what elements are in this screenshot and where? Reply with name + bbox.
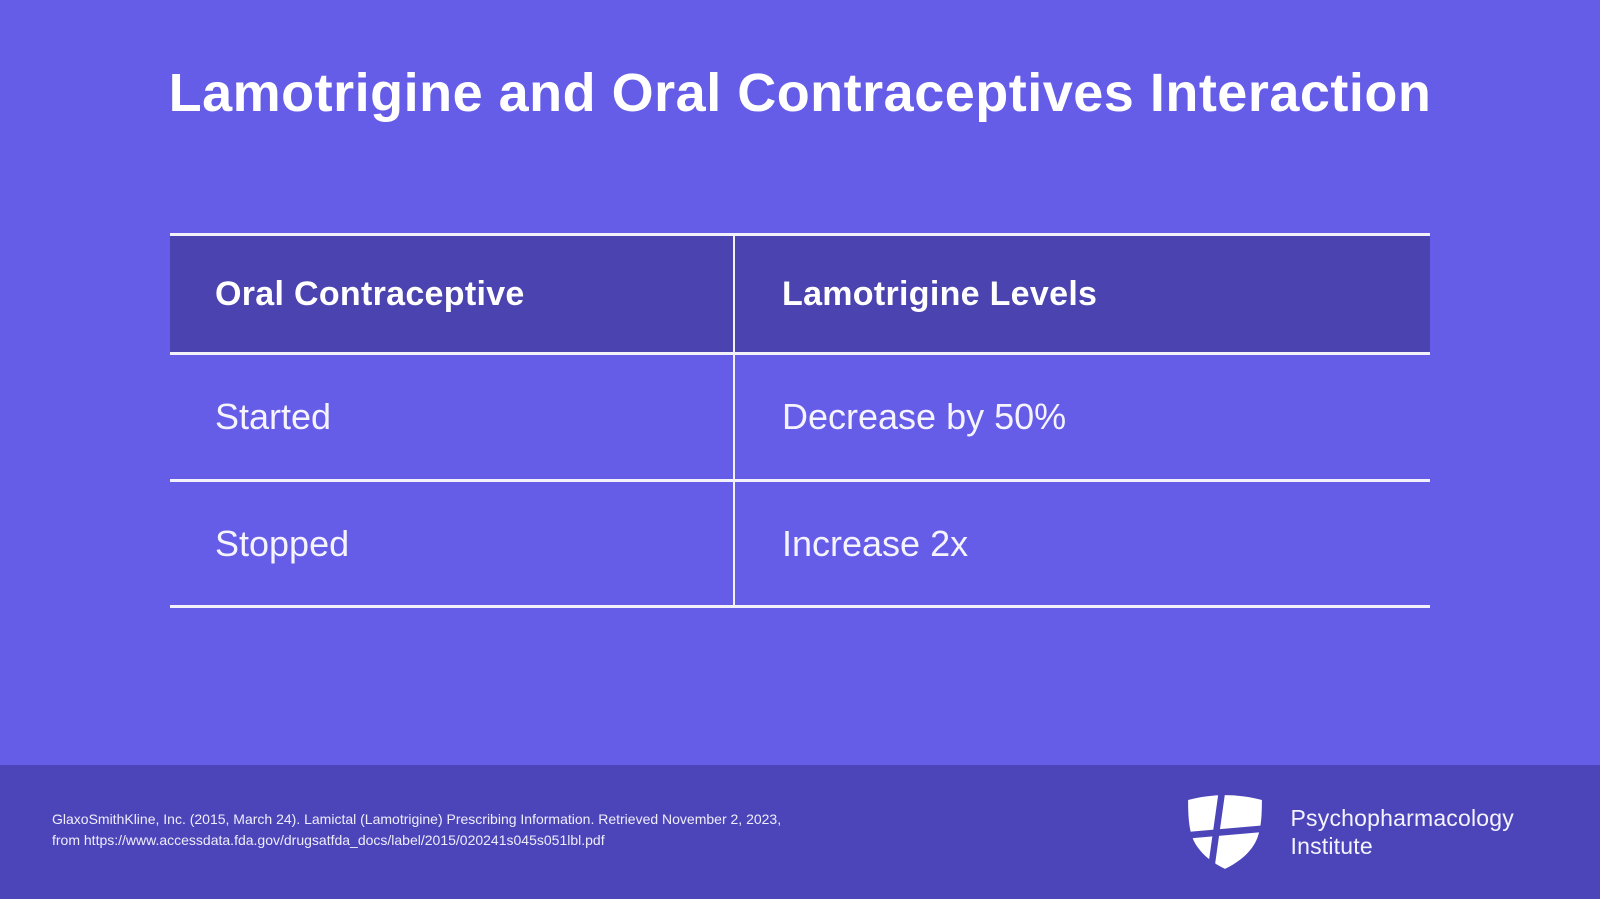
interaction-table: Oral Contraceptive Lamotrigine Levels St… (170, 233, 1430, 608)
table-row: Stopped Increase 2x (170, 482, 1430, 608)
cell-oral-contraceptive-started: Started (170, 355, 735, 479)
citation-line-2: from https://www.accessdata.fda.gov/drug… (52, 832, 605, 848)
shield-cross-icon (1183, 794, 1266, 870)
citation-line-1: GlaxoSmithKline, Inc. (2015, March 24). … (52, 811, 782, 827)
table-row: Started Decrease by 50% (170, 355, 1430, 482)
citation-text: GlaxoSmithKline, Inc. (2015, March 24). … (52, 809, 781, 851)
cell-oral-contraceptive-stopped: Stopped (170, 482, 735, 605)
logo-line-2: Institute (1290, 833, 1373, 859)
table-header-lamotrigine-levels: Lamotrigine Levels (782, 274, 1098, 313)
table-header-oral-contraceptive: Oral Contraceptive (170, 236, 735, 352)
logo-text: Psychopharmacology Institute (1291, 804, 1515, 860)
cell-lamotrigine-decrease: Decrease by 50% (782, 396, 1067, 437)
psychopharmacology-institute-logo: Psychopharmacology Institute (1183, 794, 1515, 870)
logo-line-1: Psychopharmacology (1290, 805, 1514, 831)
footer-bar: GlaxoSmithKline, Inc. (2015, March 24). … (0, 765, 1600, 899)
page-title: Lamotrigine and Oral Contraceptives Inte… (168, 63, 1432, 123)
table-header-row: Oral Contraceptive Lamotrigine Levels (170, 236, 1430, 355)
cell-lamotrigine-increase: Increase 2x (782, 522, 969, 564)
